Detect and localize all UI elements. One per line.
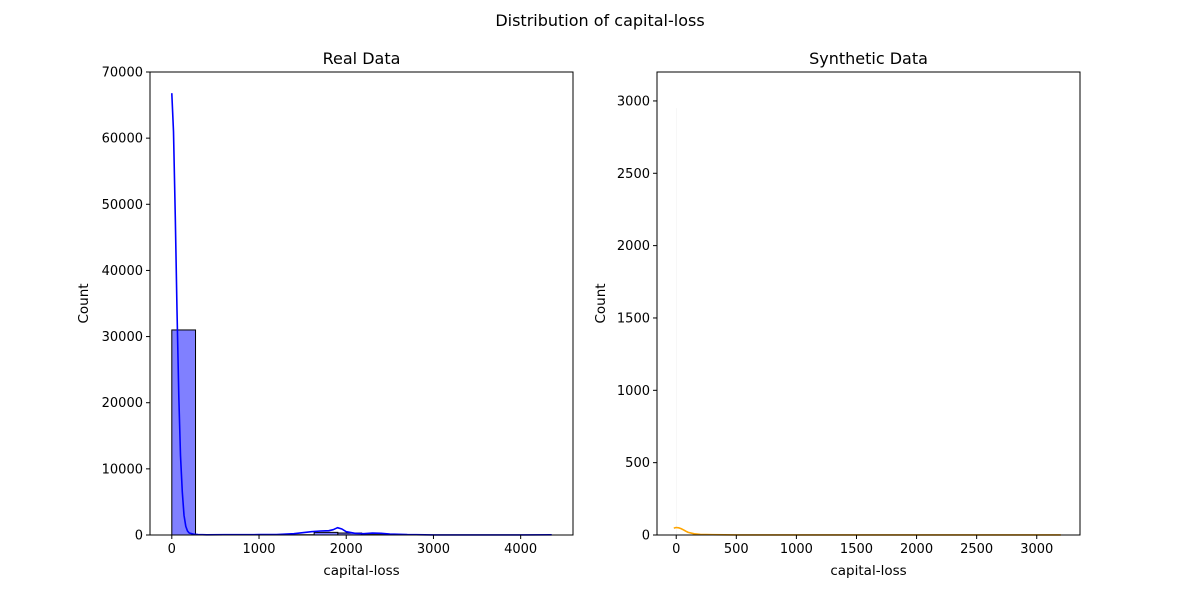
y-tick-label: 3000 <box>617 94 650 109</box>
y-tick-label: 1500 <box>617 311 650 326</box>
x-tick-label: 2000 <box>330 542 363 557</box>
x-tick-label: 2500 <box>960 542 993 557</box>
y-tick-label: 60000 <box>102 132 143 147</box>
axes-frame <box>149 71 574 536</box>
plot-title: Synthetic Data <box>809 49 928 68</box>
kde-curve <box>673 526 1061 536</box>
y-tick-label: 50000 <box>102 198 143 213</box>
y-tick-label: 2000 <box>617 239 650 254</box>
y-tick-label: 0 <box>135 529 143 544</box>
x-tick-label: 1500 <box>840 542 873 557</box>
y-tick-label: 30000 <box>102 330 143 345</box>
x-tick-label: 0 <box>672 542 680 557</box>
kde-curve <box>171 93 552 536</box>
x-tick-label: 2000 <box>900 542 933 557</box>
y-tick-label: 10000 <box>102 462 143 477</box>
x-tick-label: 3000 <box>1020 542 1053 557</box>
axes-real-data: 0 1000 2000 3000 400001000020000300004000050… <box>76 49 574 579</box>
y-axis-label: Count <box>593 283 609 323</box>
plot-title: Real Data <box>323 49 401 68</box>
x-axis-label: capital-loss <box>323 563 399 579</box>
axes-synthetic-data: 0 500 1000 1500 2000 2500 3000 0 500 1000 1500 2000… <box>593 49 1081 579</box>
x-tick-label: 0 <box>168 542 176 557</box>
y-tick-label: 1000 <box>617 384 650 399</box>
histogram-bar <box>675 108 677 535</box>
y-tick-label: 40000 <box>102 264 143 279</box>
y-tick-label: 500 <box>625 456 650 471</box>
x-axis-label: capital-loss <box>830 563 906 579</box>
y-tick-label: 0 <box>642 529 650 544</box>
x-tick-label: 3000 <box>417 542 450 557</box>
x-tick-label: 4000 <box>504 542 537 557</box>
y-axis-label: Count <box>76 283 92 323</box>
axes-frame <box>656 71 1081 536</box>
y-tick-label: 20000 <box>102 396 143 411</box>
y-tick-label: 2500 <box>617 167 650 182</box>
x-tick-label: 1000 <box>780 542 813 557</box>
x-tick-label: 1000 <box>242 542 275 557</box>
y-tick-label: 70000 <box>102 66 143 81</box>
figure-suptitle: Distribution of capital-loss <box>495 11 704 30</box>
x-tick-label: 500 <box>724 542 749 557</box>
